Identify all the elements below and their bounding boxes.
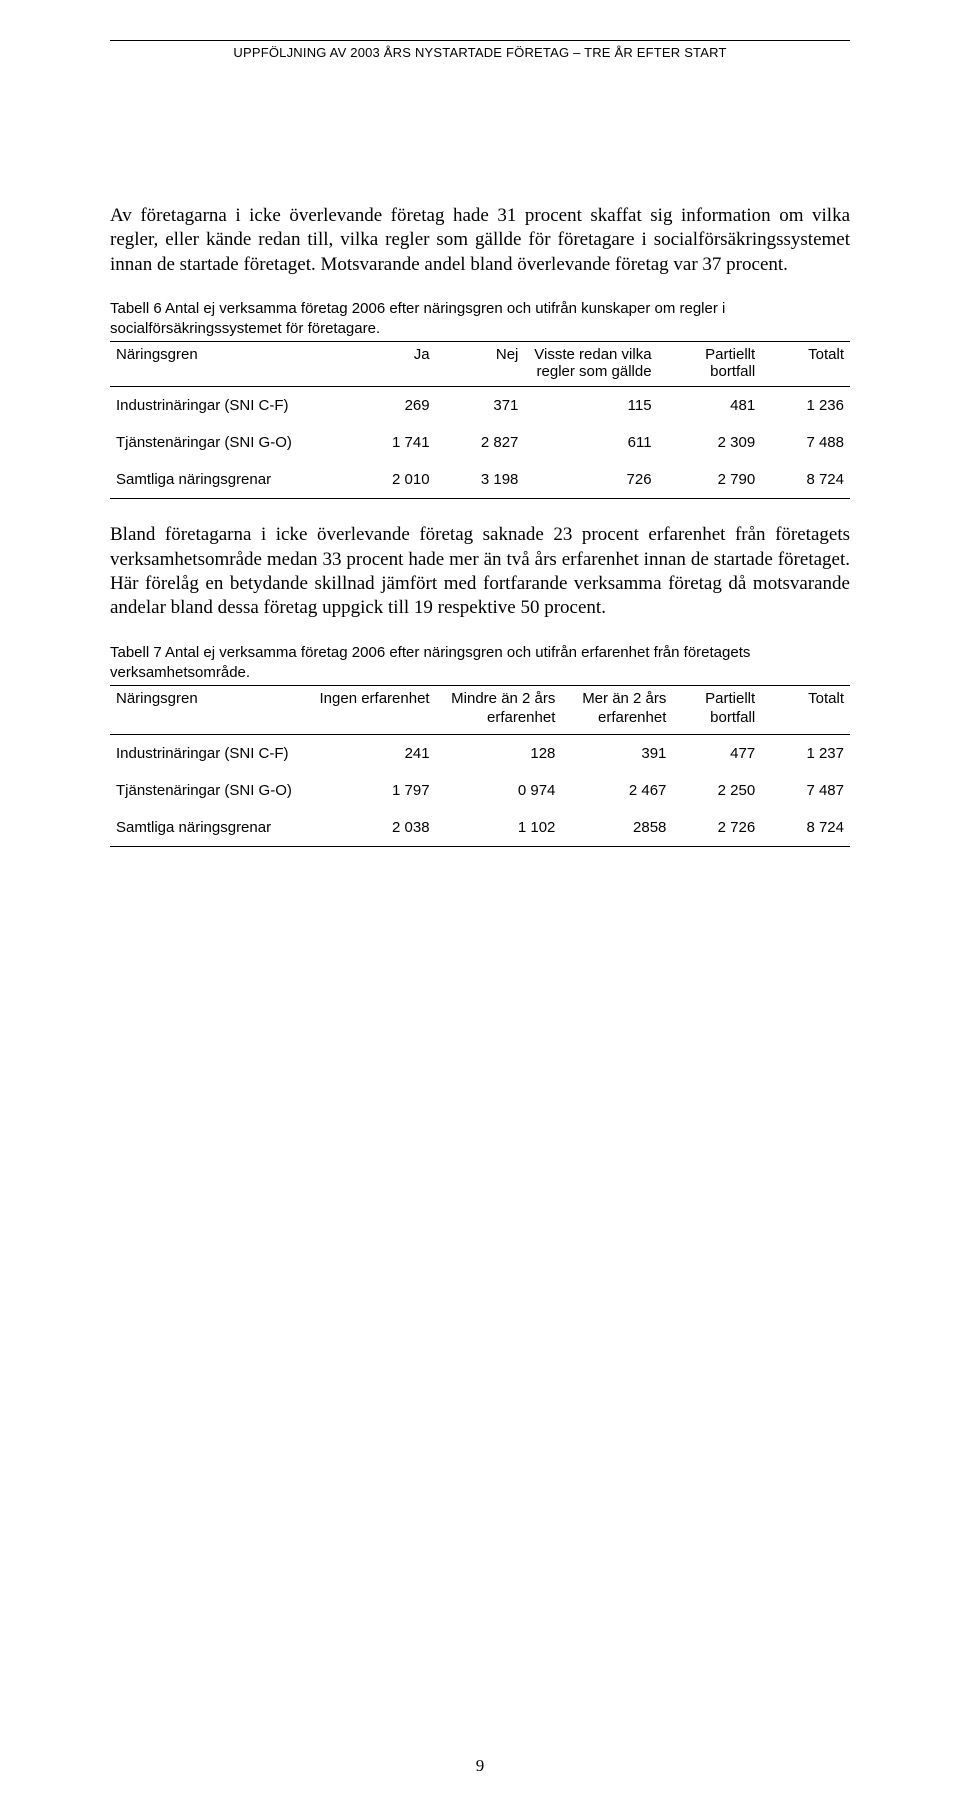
table7-r1-v5: 7 487 [761,772,850,809]
table7-r1-v4: 2 250 [672,772,761,809]
table7-r0-v1: 241 [310,734,436,772]
table6-r0-v2: 371 [436,387,525,425]
header-rule [110,40,850,41]
table6: Näringsgren Ja Nej Visste redan vilka re… [110,341,850,499]
table6-r1-v1: 1 741 [347,424,436,461]
table6-r1-v2: 2 827 [436,424,525,461]
table7-col-0: Näringsgren [110,686,310,735]
table6-r0-v5: 1 236 [761,387,850,425]
table7-col-3: Mer än 2 års erfarenhet [561,686,672,735]
table7-r0-v2: 128 [436,734,562,772]
paragraph-2: Bland företagarna i icke överlevande för… [110,523,850,620]
table6-col-5: Totalt [761,342,850,387]
table7-r0-v4: 477 [672,734,761,772]
table7-r0-label: Industrinäringar (SNI C-F) [110,734,310,772]
table-row: Industrinäringar (SNI C-F) 269 371 115 4… [110,387,850,425]
table7-r2-label: Samtliga näringsgrenar [110,809,310,847]
table7-r0-v3: 391 [561,734,672,772]
table7-col-4: Partiellt bortfall [672,686,761,735]
table7-r2-v5: 8 724 [761,809,850,847]
table6-r2-v2: 3 198 [436,461,525,499]
table6-header-row: Näringsgren Ja Nej Visste redan vilka re… [110,342,850,387]
table7: Näringsgren Ingen erfarenhet Mindre än 2… [110,685,850,847]
table-row: Samtliga näringsgrenar 2 010 3 198 726 2… [110,461,850,499]
table6-col-4: Partiellt bortfall [658,342,762,387]
table7-r0-v5: 1 237 [761,734,850,772]
table6-col-3: Visste redan vilka regler som gällde [524,342,657,387]
table6-r2-v5: 8 724 [761,461,850,499]
table6-r1-v3: 611 [524,424,657,461]
table6-r0-label: Industrinäringar (SNI C-F) [110,387,347,425]
table7-r1-v2: 0 974 [436,772,562,809]
table-row: Tjänstenäringar (SNI G-O) 1 741 2 827 61… [110,424,850,461]
table6-r0-v1: 269 [347,387,436,425]
table7-caption: Tabell 7 Antal ej verksamma företag 2006… [110,643,850,684]
page-number: 9 [0,1756,960,1776]
table6-r2-label: Samtliga näringsgrenar [110,461,347,499]
table-row: Tjänstenäringar (SNI G-O) 1 797 0 974 2 … [110,772,850,809]
table6-r1-label: Tjänstenäringar (SNI G-O) [110,424,347,461]
table6-col-1: Ja [347,342,436,387]
table7-r1-v3: 2 467 [561,772,672,809]
table7-r1-v1: 1 797 [310,772,436,809]
table6-r1-v5: 7 488 [761,424,850,461]
table6-caption: Tabell 6 Antal ej verksamma företag 2006… [110,299,850,340]
table6-r2-v3: 726 [524,461,657,499]
document-page: UPPFÖLJNING AV 2003 ÅRS NYSTARTADE FÖRET… [0,0,960,1816]
table-row: Industrinäringar (SNI C-F) 241 128 391 4… [110,734,850,772]
table6-r1-v4: 2 309 [658,424,762,461]
table7-r2-v1: 2 038 [310,809,436,847]
table6-col-2: Nej [436,342,525,387]
page-header-title: UPPFÖLJNING AV 2003 ÅRS NYSTARTADE FÖRET… [110,43,850,64]
table7-r1-label: Tjänstenäringar (SNI G-O) [110,772,310,809]
table7-r2-v2: 1 102 [436,809,562,847]
table7-col-5: Totalt [761,686,850,735]
table6-col-0: Näringsgren [110,342,347,387]
table6-r0-v3: 115 [524,387,657,425]
table6-r0-v4: 481 [658,387,762,425]
table7-col-1: Ingen erfarenhet [310,686,436,735]
table7-r2-v3: 2858 [561,809,672,847]
table-row: Samtliga näringsgrenar 2 038 1 102 2858 … [110,809,850,847]
table7-r2-v4: 2 726 [672,809,761,847]
table7-col-2: Mindre än 2 års erfarenhet [436,686,562,735]
table6-r2-v1: 2 010 [347,461,436,499]
table6-r2-v4: 2 790 [658,461,762,499]
table7-header-row: Näringsgren Ingen erfarenhet Mindre än 2… [110,686,850,735]
paragraph-1: Av företagarna i icke överlevande företa… [110,204,850,277]
